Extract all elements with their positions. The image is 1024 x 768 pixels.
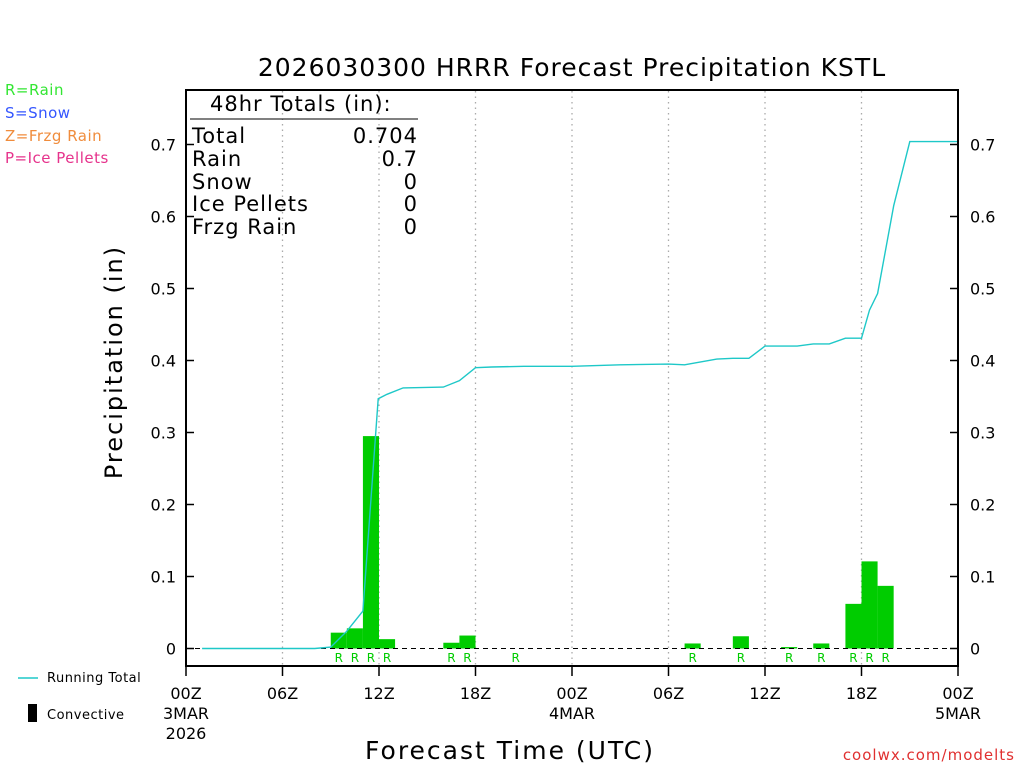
- precip-bar: [330, 632, 347, 649]
- ptype-key: R=Rain S=Snow Z=Frzg Rain P=Ice Pellets: [5, 81, 109, 167]
- x-tick-year: 2026: [166, 724, 207, 743]
- x-tick-label: 00Z: [556, 684, 587, 703]
- credit-text: coolwx.com/modelts: [843, 746, 1015, 764]
- ptype-mark: R: [447, 651, 455, 665]
- y-axis: 0 00.1 0.10.2 0.20.3 0.30.4 0.40.5 0.50.6 0.60.…: [151, 136, 996, 659]
- y-tick-label: 0.5: [151, 280, 176, 299]
- legend-convective: Convective: [47, 708, 125, 723]
- ptype-mark: R: [688, 651, 696, 665]
- precip-bar: [443, 642, 460, 649]
- precip-bar: [781, 647, 798, 649]
- rain-label: Rain: [192, 147, 242, 171]
- x-tick-label: 00Z: [170, 684, 201, 703]
- precip-bar: [362, 436, 379, 649]
- ice-pellets-value: 0: [404, 192, 418, 216]
- legend: Running Total Convective: [18, 671, 141, 723]
- ptype-mark: R: [351, 651, 359, 665]
- y-tick-label: 0: [166, 640, 176, 659]
- ice-pellets-label: Ice Pellets: [192, 192, 309, 216]
- ptype-mark: R: [817, 651, 825, 665]
- legend-running-total: Running Total: [47, 671, 141, 686]
- precip-bar: [459, 635, 476, 649]
- precip-bar: [813, 643, 830, 649]
- gridlines: [281, 91, 863, 665]
- ptype-mark: R: [785, 651, 793, 665]
- totals-header: 48hr Totals (in):: [210, 92, 392, 116]
- y-tick-label-right: 0.7: [970, 136, 995, 155]
- y-tick-label-right: 0.3: [970, 424, 995, 443]
- x-tick-label: 06Z: [267, 684, 298, 703]
- totals-box: 48hr Totals (in): Total 0.704 Rain 0.7 S…: [190, 92, 418, 239]
- chart-title: 2026030300 HRRR Forecast Precipitation K…: [258, 53, 886, 82]
- y-tick-label-right: 0: [970, 640, 980, 659]
- frzg-rain-value: 0: [404, 215, 418, 239]
- y-tick-label-right: 0.2: [970, 496, 995, 515]
- ptype-mark: R: [383, 651, 391, 665]
- precip-bar: [379, 639, 396, 649]
- ptype-mark: R: [335, 651, 343, 665]
- bar-series: [330, 436, 894, 649]
- x-tick-label: 06Z: [653, 684, 684, 703]
- ptype-mark: R: [881, 651, 889, 665]
- y-tick-label-right: 0.5: [970, 280, 995, 299]
- y-tick-label: 0.1: [151, 568, 176, 587]
- ptype-mark: R: [512, 651, 520, 665]
- y-tick-label: 0.3: [151, 424, 176, 443]
- ptype-mark: R: [849, 651, 857, 665]
- precip-bar: [845, 603, 862, 649]
- convective-swatch: [28, 704, 37, 722]
- total-label: Total: [191, 124, 246, 148]
- ptype-mark: R: [865, 651, 873, 665]
- ptype-mark: R: [463, 651, 471, 665]
- x-tick-label: 00Z: [942, 684, 973, 703]
- x-tick-date: 4MAR: [549, 704, 595, 723]
- rain-value: 0.7: [382, 147, 418, 171]
- x-tick-label: 12Z: [749, 684, 780, 703]
- x-axis-label: Forecast Time (UTC): [365, 736, 655, 765]
- ptype-mark: R: [367, 651, 375, 665]
- x-tick-date: 3MAR: [163, 704, 209, 723]
- y-tick-label: 0.6: [151, 208, 176, 227]
- precip-bar: [684, 643, 701, 649]
- y-tick-label: 0.4: [151, 352, 176, 371]
- key-ice-pellets: P=Ice Pellets: [5, 149, 109, 167]
- precip-bar: [877, 585, 894, 649]
- x-tick-date: 5MAR: [935, 704, 981, 723]
- frzg-rain-label: Frzg Rain: [192, 215, 297, 239]
- precip-bar: [732, 636, 749, 649]
- y-axis-label: Precipitation (in): [100, 245, 128, 479]
- y-tick-label-right: 0.1: [970, 568, 995, 587]
- key-frzg-rain: Z=Frzg Rain: [5, 127, 102, 145]
- y-tick-label-right: 0.6: [970, 208, 995, 227]
- snow-label: Snow: [192, 170, 253, 194]
- key-rain: R=Rain: [5, 81, 64, 99]
- snow-value: 0: [404, 170, 418, 194]
- x-tick-label: 18Z: [846, 684, 877, 703]
- y-tick-label: 0.2: [151, 496, 176, 515]
- x-tick-label: 12Z: [363, 684, 394, 703]
- precip-bar: [861, 561, 878, 649]
- y-tick-label: 0.7: [151, 136, 176, 155]
- ptype-mark: R: [737, 651, 745, 665]
- precip-bar: [346, 628, 363, 649]
- x-tick-label: 18Z: [460, 684, 491, 703]
- y-tick-label-right: 0.4: [970, 352, 995, 371]
- total-value: 0.704: [353, 124, 418, 148]
- key-snow: S=Snow: [5, 104, 71, 122]
- running-total-line: [202, 140, 958, 650]
